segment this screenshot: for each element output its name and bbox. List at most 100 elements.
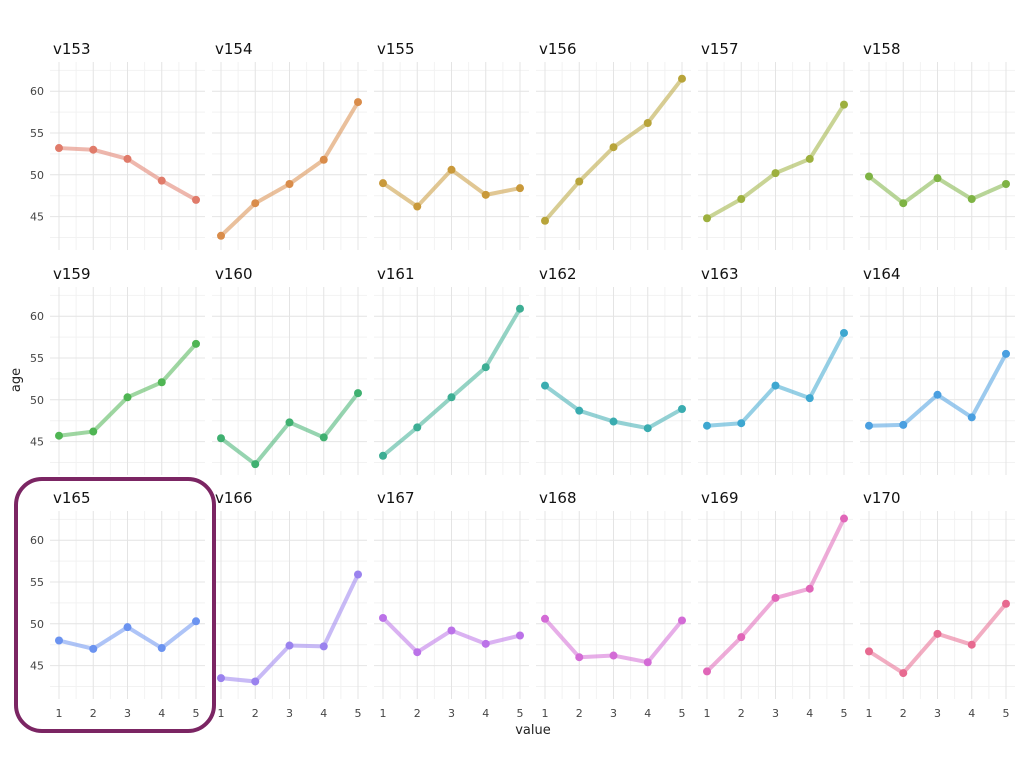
data-point-v159-4: [157, 378, 166, 387]
data-point-v158-5: [1002, 179, 1010, 188]
data-point-v166-5: [354, 570, 362, 579]
data-point-v165-4: [157, 644, 166, 653]
data-point-v159-3: [123, 393, 132, 402]
panel-title-v158: v158: [863, 40, 901, 58]
data-point-v170-4: [967, 640, 976, 649]
data-point-v158-3: [933, 174, 942, 183]
panel-title-v168: v168: [539, 489, 577, 507]
data-point-v170-5: [1002, 599, 1010, 608]
data-point-v165-2: [89, 644, 98, 653]
x-tick-label: 3: [448, 707, 455, 720]
y-tick-label: 45: [30, 660, 44, 673]
x-axis-label: value: [515, 723, 551, 738]
x-tick-label: 1: [704, 707, 711, 720]
panel-title-v155: v155: [377, 40, 415, 58]
data-point-v162-4: [643, 424, 652, 433]
data-point-v154-3: [285, 179, 294, 188]
data-point-v161-2: [413, 423, 422, 432]
data-point-v168-1: [541, 614, 549, 623]
x-tick-label: 2: [900, 707, 907, 720]
data-point-v159-5: [192, 339, 200, 348]
data-point-v161-4: [481, 363, 490, 372]
data-point-v160-1: [217, 434, 225, 443]
x-tick-label: 2: [90, 707, 97, 720]
data-point-v163-1: [703, 421, 711, 430]
data-point-v164-5: [1002, 349, 1010, 358]
data-point-v153-1: [55, 144, 63, 153]
x-tick-label: 1: [56, 707, 63, 720]
data-point-v165-5: [192, 617, 200, 626]
panel-title-v153: v153: [53, 40, 91, 58]
data-point-v168-3: [609, 651, 618, 660]
x-tick-label: 2: [738, 707, 745, 720]
data-point-v164-1: [865, 421, 873, 430]
data-point-v156-3: [609, 143, 618, 152]
data-point-v170-2: [899, 669, 908, 678]
x-tick-label: 3: [124, 707, 131, 720]
x-tick-label: 5: [679, 707, 686, 720]
x-tick-label: 4: [320, 707, 327, 720]
data-point-v157-4: [805, 154, 814, 163]
data-point-v163-4: [805, 394, 814, 403]
panel-title-v157: v157: [701, 40, 739, 58]
panel-title-v166: v166: [215, 489, 253, 507]
y-tick-label: 45: [30, 211, 44, 224]
data-point-v169-3: [771, 593, 780, 602]
x-tick-label: 5: [841, 707, 848, 720]
x-tick-label: 4: [644, 707, 651, 720]
x-tick-label: 1: [380, 707, 387, 720]
y-tick-label: 50: [30, 394, 44, 407]
data-point-v158-4: [967, 195, 976, 204]
data-point-v155-4: [481, 190, 490, 199]
data-point-v163-5: [840, 328, 848, 337]
x-tick-label: 3: [286, 707, 293, 720]
panel-title-v163: v163: [701, 265, 739, 283]
data-point-v167-2: [413, 648, 422, 657]
x-tick-label: 2: [414, 707, 421, 720]
data-point-v162-3: [609, 417, 618, 426]
data-point-v153-3: [123, 154, 132, 163]
data-point-v156-5: [678, 74, 686, 83]
data-point-v167-3: [447, 626, 456, 635]
data-point-v169-2: [737, 633, 746, 642]
data-point-v170-1: [865, 647, 873, 656]
data-point-v160-4: [319, 433, 328, 442]
x-tick-label: 5: [193, 707, 200, 720]
data-point-v157-5: [840, 100, 848, 109]
data-point-v168-5: [678, 616, 686, 625]
data-point-v162-1: [541, 381, 549, 390]
x-tick-label: 4: [806, 707, 813, 720]
x-tick-label: 1: [542, 707, 549, 720]
data-point-v155-1: [379, 179, 387, 188]
data-point-v155-2: [413, 202, 422, 211]
y-tick-label: 60: [30, 310, 44, 323]
panel-title-v159: v159: [53, 265, 91, 283]
data-point-v162-2: [575, 406, 584, 415]
x-tick-label: 5: [355, 707, 362, 720]
data-point-v160-3: [285, 418, 294, 427]
data-point-v167-5: [516, 631, 524, 640]
data-point-v167-1: [379, 613, 387, 622]
data-point-v170-3: [933, 629, 942, 638]
x-tick-label: 3: [772, 707, 779, 720]
data-point-v157-3: [771, 169, 780, 178]
data-point-v160-5: [354, 389, 362, 398]
x-tick-label: 4: [158, 707, 165, 720]
data-point-v167-4: [481, 639, 490, 648]
panel-title-v160: v160: [215, 265, 253, 283]
y-tick-label: 55: [30, 127, 44, 140]
x-tick-label: 5: [517, 707, 524, 720]
panel-title-v167: v167: [377, 489, 415, 507]
data-point-v169-4: [805, 584, 814, 593]
y-tick-label: 55: [30, 576, 44, 589]
x-tick-label: 4: [968, 707, 975, 720]
y-tick-label: 55: [30, 352, 44, 365]
data-point-v158-1: [865, 172, 873, 181]
y-tick-label: 45: [30, 436, 44, 449]
data-point-v166-2: [251, 677, 260, 686]
y-axis-label: age: [9, 368, 24, 392]
data-point-v166-1: [217, 674, 225, 683]
data-point-v169-1: [703, 667, 711, 676]
panel-title-v164: v164: [863, 265, 901, 283]
